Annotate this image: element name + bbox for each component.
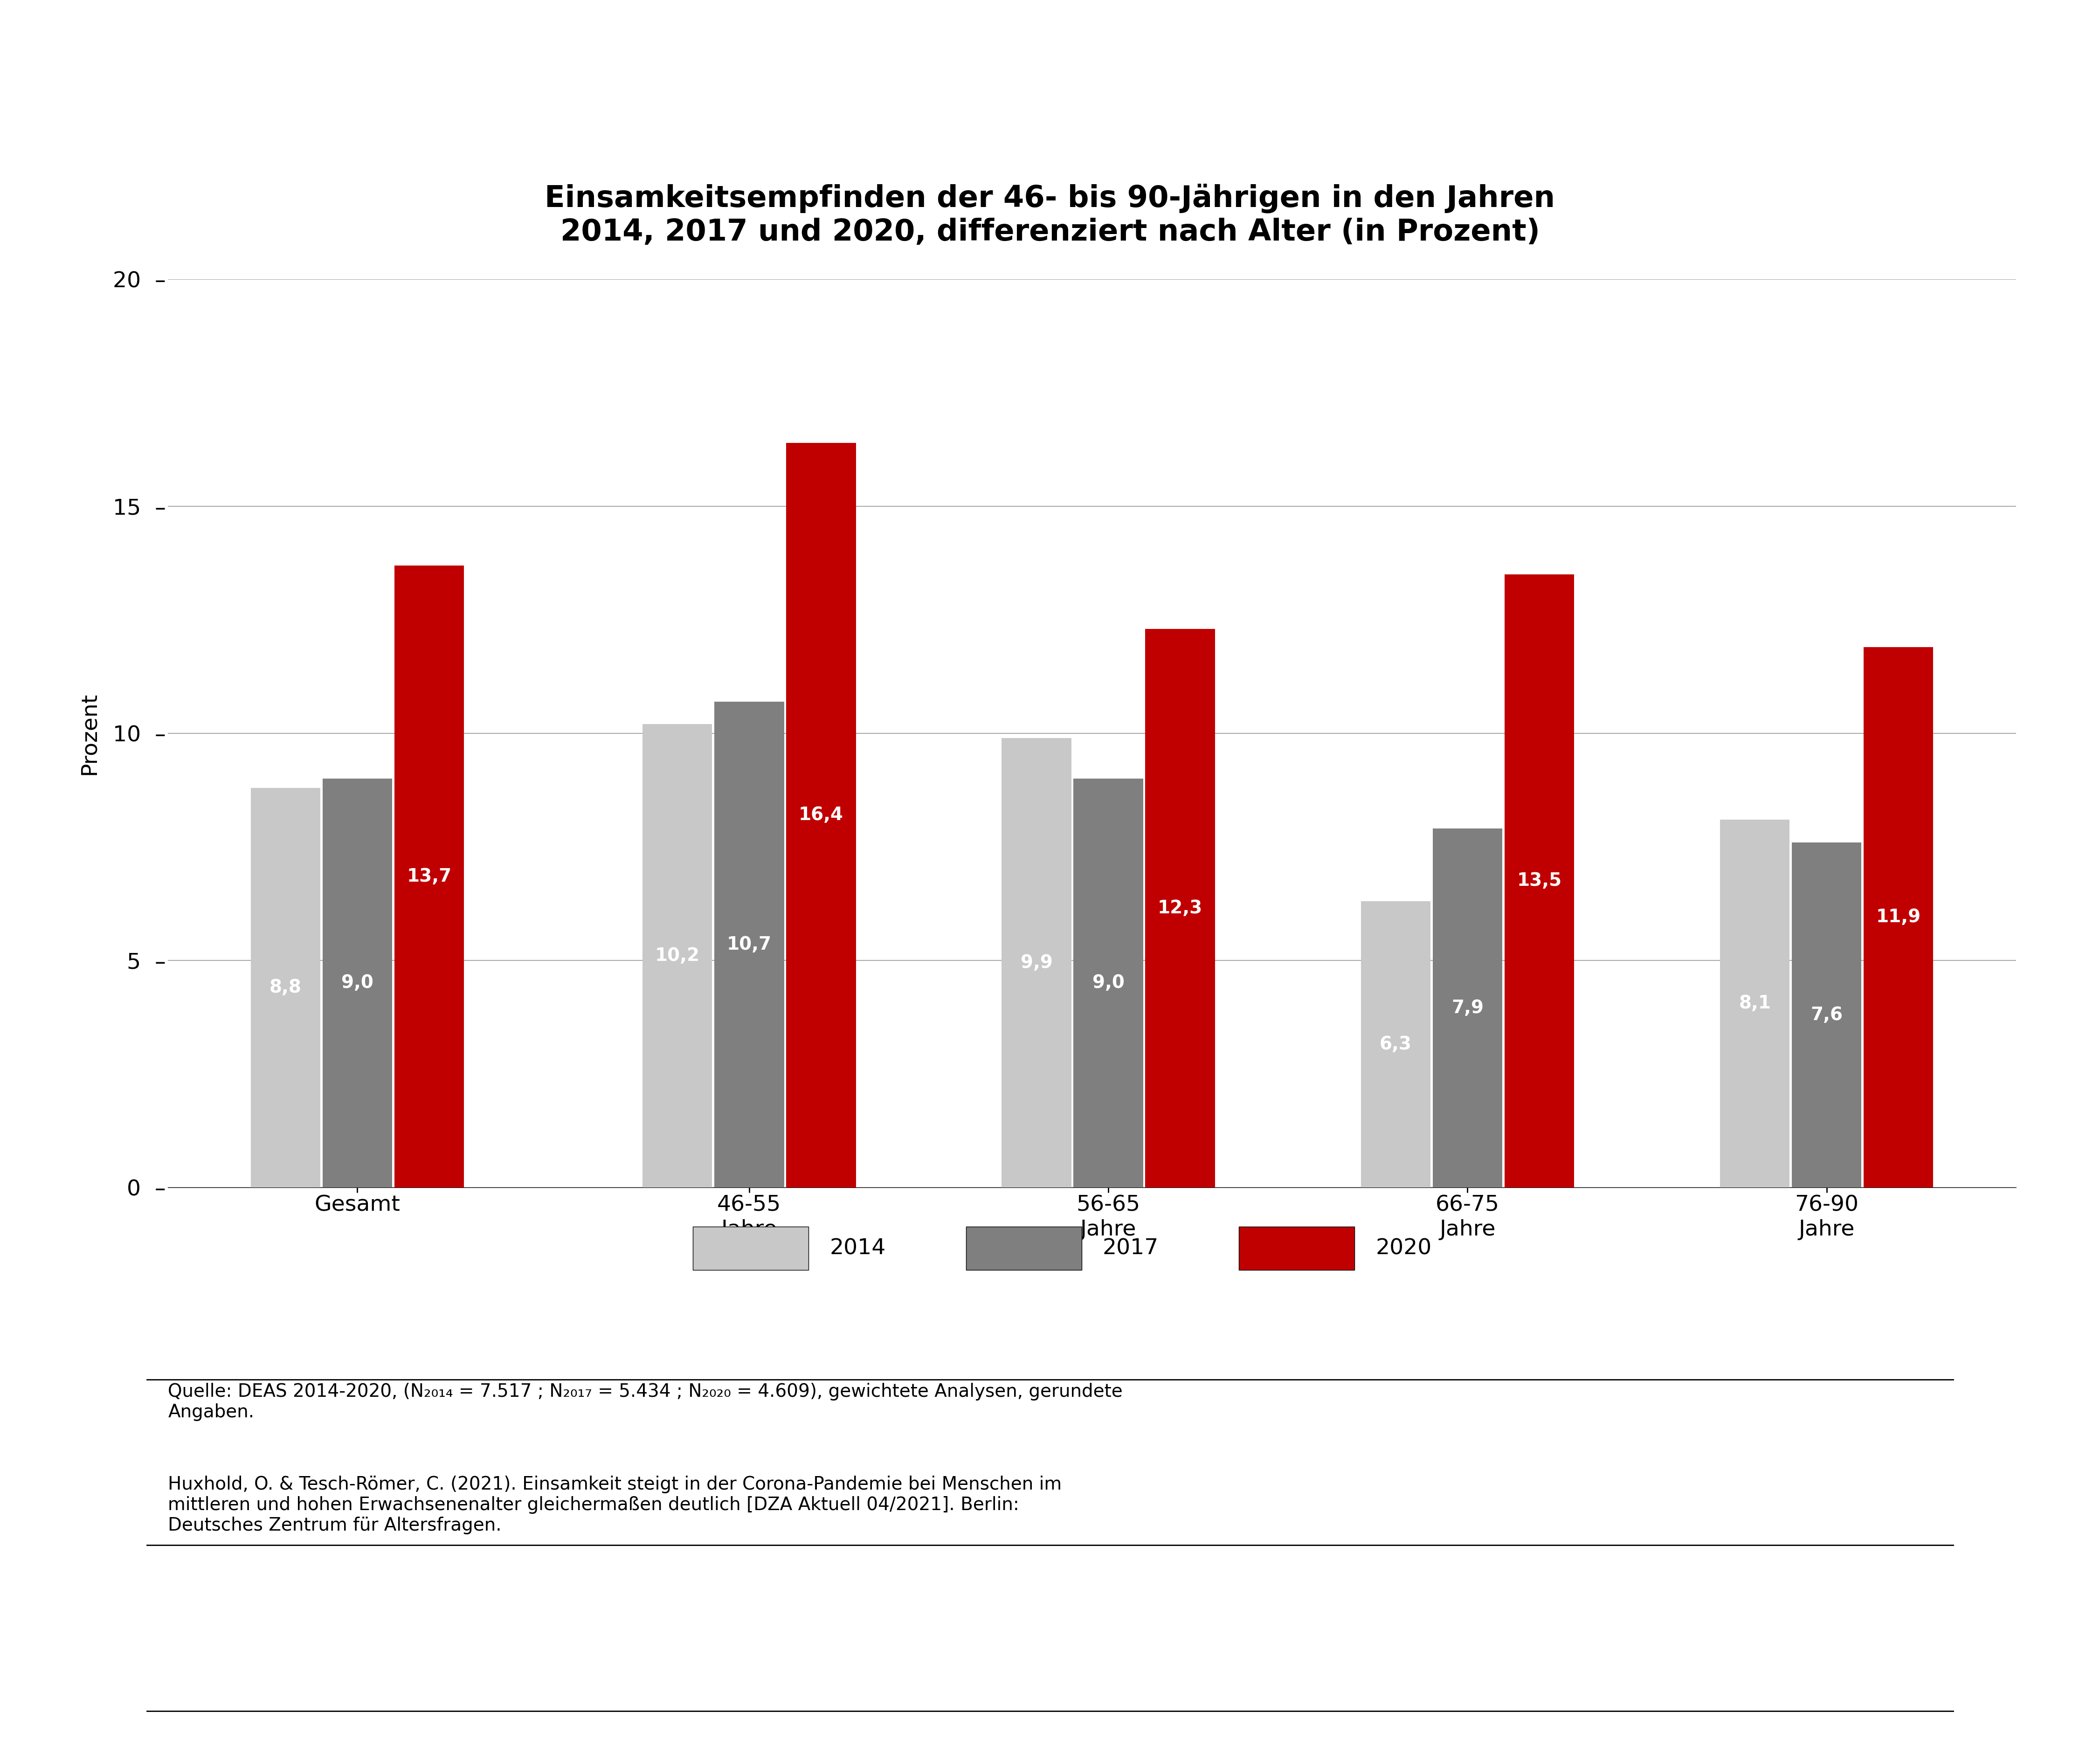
Text: 13,5: 13,5: [1516, 871, 1562, 890]
Text: 9,0: 9,0: [342, 974, 374, 992]
Text: 6,3: 6,3: [1380, 1035, 1411, 1053]
Text: Quelle: DEAS 2014-2020, (N₂₀₁₄ = 7.517 ; N₂₀₁₇ = 5.434 ; N₂₀₂₀ = 4.609), gewicht: Quelle: DEAS 2014-2020, (N₂₀₁₄ = 7.517 ;…: [168, 1383, 1124, 1421]
Bar: [714, 702, 783, 1187]
Text: 9,9: 9,9: [1021, 953, 1052, 971]
Bar: [1432, 829, 1501, 1187]
Bar: [323, 779, 393, 1187]
Text: 11,9: 11,9: [1875, 908, 1922, 925]
Text: 2020: 2020: [1376, 1238, 1432, 1259]
Bar: [1361, 901, 1430, 1187]
Text: 8,1: 8,1: [1739, 995, 1770, 1013]
Bar: [1863, 648, 1934, 1187]
Text: 13,7: 13,7: [407, 868, 452, 885]
Text: 7,9: 7,9: [1451, 999, 1483, 1016]
Text: 7,6: 7,6: [1810, 1006, 1842, 1023]
Text: 9,0: 9,0: [1092, 974, 1124, 992]
Y-axis label: Prozent: Prozent: [80, 691, 99, 775]
Bar: [643, 725, 712, 1187]
Text: 2017: 2017: [1102, 1238, 1159, 1259]
Bar: [250, 787, 321, 1187]
Text: 10,7: 10,7: [727, 936, 771, 953]
Text: Einsamkeitsempfinden der 46- bis 90-Jährigen in den Jahren
2014, 2017 und 2020, : Einsamkeitsempfinden der 46- bis 90-Jähr…: [544, 183, 1556, 246]
Text: 16,4: 16,4: [798, 807, 844, 824]
Text: 10,2: 10,2: [655, 946, 699, 964]
Bar: [395, 566, 464, 1187]
Bar: [1791, 842, 1861, 1187]
Bar: [1720, 819, 1789, 1187]
Bar: [1002, 739, 1071, 1187]
Text: 8,8: 8,8: [269, 980, 302, 997]
Text: 12,3: 12,3: [1157, 899, 1203, 917]
Text: 2014: 2014: [830, 1238, 886, 1259]
Text: Huxhold, O. & Tesch-Römer, C. (2021). Einsamkeit steigt in der Corona-Pandemie b: Huxhold, O. & Tesch-Römer, C. (2021). Ei…: [168, 1475, 1063, 1535]
Bar: [1145, 629, 1216, 1187]
Bar: [785, 443, 857, 1187]
Bar: [1504, 574, 1575, 1187]
Bar: [1073, 779, 1142, 1187]
